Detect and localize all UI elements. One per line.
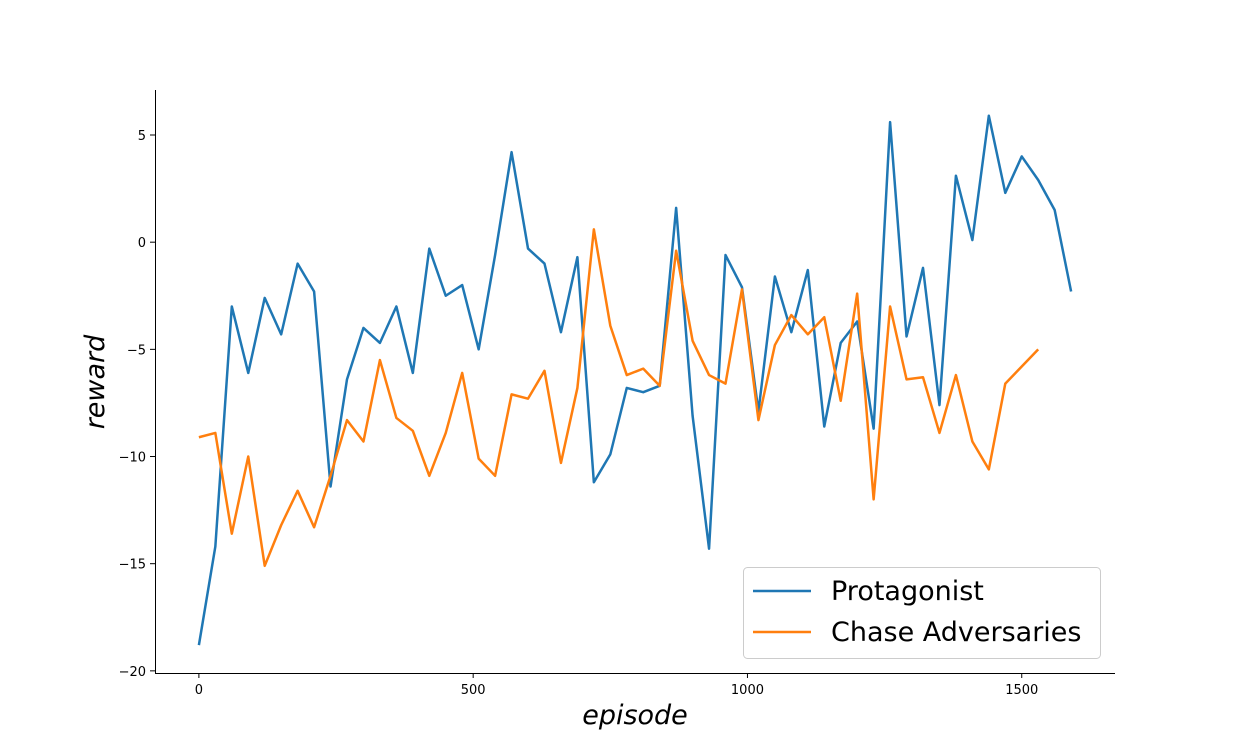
y-axis-label: reward — [80, 334, 111, 429]
axes — [155, 90, 1115, 674]
series-line-chase-adversaries — [198, 228, 1040, 568]
x-tick-label: 1000 — [731, 683, 764, 698]
y-tick-label: 5 — [138, 129, 146, 144]
legend-box — [743, 567, 1101, 659]
x-ticks: 0 500 1000 1500 — [195, 673, 1038, 698]
y-tick-label: −5 — [127, 343, 146, 358]
y-ticks: −20 −15 −10 −5 0 5 — [119, 129, 155, 680]
x-axis-label: episode — [582, 700, 688, 731]
x-tick-label: 1500 — [1005, 683, 1038, 698]
y-tick-label: −20 — [119, 665, 146, 680]
legend: Protagonist Chase Adversaries — [743, 567, 1101, 659]
y-tick-label: −15 — [119, 558, 146, 573]
x-tick-label: 500 — [461, 683, 486, 698]
y-tick-label: −10 — [119, 451, 146, 466]
legend-label-chase-adversaries: Chase Adversaries — [831, 617, 1082, 648]
legend-label-protagonist: Protagonist — [831, 576, 984, 607]
series-layer — [197, 114, 1073, 646]
x-tick-label: 0 — [195, 683, 203, 698]
series-line-protagonist — [197, 114, 1073, 646]
y-tick-label: 0 — [138, 236, 146, 251]
